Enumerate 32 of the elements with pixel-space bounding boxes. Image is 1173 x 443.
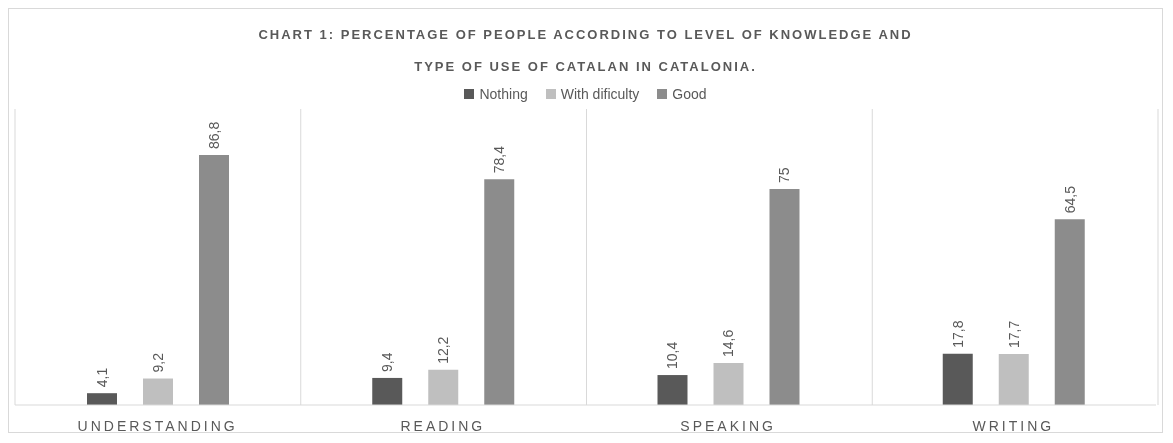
legend-label: Nothing (478, 85, 528, 104)
data-label: 17,8 (949, 320, 966, 348)
legend-label: With dificulty (559, 85, 640, 104)
x-tick-label: UNDERSTANDING (77, 417, 238, 434)
bar (998, 354, 1029, 405)
bar (87, 393, 117, 405)
bar (769, 189, 800, 405)
bar (942, 353, 973, 405)
chart-title: CHART 1: PERCENTAGE OF PEOPLE ACCORDING TO LEVEL OF KNOWLEDGE AND TYPE OF USE OF CATALAN IN CATALONIA. (258, 27, 913, 74)
data-label: 14,6 (720, 329, 737, 357)
bar (713, 362, 744, 405)
x-tick-label: READING (400, 417, 486, 434)
bar (143, 378, 173, 405)
data-label: 10,4 (664, 341, 681, 370)
data-label: 17,7 (1005, 320, 1022, 349)
data-label: 86,8 (206, 121, 222, 150)
data-label: 75 (776, 167, 793, 184)
bar (1054, 219, 1085, 405)
bar (428, 369, 459, 405)
x-tick-label: SPEAKING (680, 417, 776, 434)
bar (484, 179, 515, 405)
data-label: 9,2 (150, 352, 166, 373)
legend-label: Good (671, 85, 707, 104)
bar (199, 155, 229, 405)
data-label: 64,5 (1061, 185, 1078, 214)
data-label: 9,4 (379, 352, 396, 372)
data-label: 78,4 (491, 145, 508, 174)
data-label: 12,2 (435, 336, 452, 364)
x-tick-label: WRITING (972, 417, 1055, 434)
bar (657, 375, 688, 405)
bar (372, 377, 403, 405)
data-label: 4,1 (94, 367, 110, 388)
